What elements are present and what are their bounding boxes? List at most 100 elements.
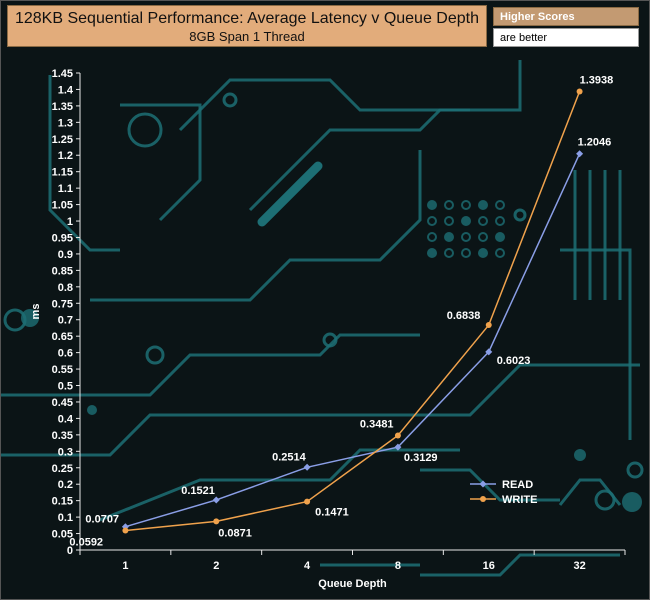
circuit-pad xyxy=(427,232,437,242)
data-point-write xyxy=(213,518,220,525)
x-tick-label: 32 xyxy=(573,560,585,572)
circuit-pad xyxy=(444,216,454,226)
y-axis-title: ms xyxy=(30,304,42,320)
y-tick-label: 1.35 xyxy=(52,101,73,113)
circuit-pad xyxy=(444,232,454,242)
circuit-node xyxy=(574,449,586,461)
data-label-read: 0.2514 xyxy=(272,451,307,463)
y-tick-label: 0.85 xyxy=(52,265,73,277)
x-tick-label: 8 xyxy=(395,560,401,572)
data-point-read xyxy=(576,150,584,158)
circuit-node xyxy=(622,492,642,512)
y-tick-label: 0.15 xyxy=(52,496,73,508)
y-tick-label: 1.25 xyxy=(52,134,73,146)
chart-subtitle: 8GB Span 1 Thread xyxy=(189,29,305,44)
data-label-write: 0.0871 xyxy=(218,527,252,539)
data-labels: 0.0707 0.1521 0.2514 0.3129 0.6023 1.2046 0.05… xyxy=(69,74,613,548)
data-label-read: 0.3129 xyxy=(404,452,438,464)
legend-marker-read xyxy=(479,480,487,488)
y-tick-label: 0.2 xyxy=(58,479,73,491)
y-tick-label: 0.8 xyxy=(58,282,73,294)
series-line-read xyxy=(125,153,581,528)
y-tick-label: 0.3 xyxy=(58,446,73,458)
legend-label-write: WRITE xyxy=(502,494,537,506)
y-tick-label: 0.95 xyxy=(52,232,73,244)
y-tick-label: 0.9 xyxy=(58,249,73,261)
y-tick-label: 1.1 xyxy=(58,183,73,195)
data-label-write: 0.0592 xyxy=(69,537,103,549)
data-point-read xyxy=(303,463,311,471)
y-tick-label: 0.65 xyxy=(52,331,73,343)
circuit-node xyxy=(87,405,97,415)
series-line-write xyxy=(125,91,581,532)
circuit-pad xyxy=(444,248,454,258)
data-point-read xyxy=(485,348,493,356)
circuit-trace xyxy=(420,468,560,502)
circuit-node xyxy=(322,332,338,348)
circuit-trace xyxy=(178,78,470,132)
circuit-pad xyxy=(478,248,488,258)
circuit-pad xyxy=(478,200,488,210)
circuit-pad xyxy=(495,232,505,242)
legend-marker-write xyxy=(480,496,486,502)
data-label-write: 0.1471 xyxy=(315,507,349,519)
y-tick-label: 1.15 xyxy=(52,167,73,179)
chart-title: 128KB Sequential Performance: Average La… xyxy=(14,10,479,27)
x-axis-title: Queue Depth xyxy=(318,578,387,590)
note-are-better: are better xyxy=(493,28,639,47)
circuit-background xyxy=(0,60,644,577)
y-tick-label: 1.3 xyxy=(58,117,73,129)
y-tick-label: 0.1 xyxy=(58,512,73,524)
x-tick-label: 4 xyxy=(304,560,311,572)
circuit-pad xyxy=(478,232,488,242)
circuit-pad xyxy=(427,200,437,210)
data-label-read: 1.2046 xyxy=(578,137,612,149)
y-tick-label: 1.2 xyxy=(58,150,73,162)
circuit-trace xyxy=(248,60,522,212)
data-point-read xyxy=(212,496,220,504)
circuit-pad xyxy=(461,248,471,258)
circuit-pad xyxy=(461,232,471,242)
circuit-node xyxy=(626,461,644,479)
data-point-write xyxy=(394,432,401,439)
y-tick-label: 0.5 xyxy=(58,381,73,393)
y-tick-label: 0.25 xyxy=(52,463,73,475)
circuit-node xyxy=(21,309,39,327)
y-tick-label: 1.4 xyxy=(58,84,74,96)
y-tick-label: 1.45 xyxy=(52,68,73,80)
y-tick-label: 0.7 xyxy=(58,315,73,327)
x-tick-label: 16 xyxy=(483,560,495,572)
y-tick-label: 0.05 xyxy=(52,529,73,541)
y-tick-label: 0.6 xyxy=(58,348,73,360)
circuit-pad xyxy=(495,216,505,226)
x-tick-label: 1 xyxy=(122,560,128,572)
data-point-write xyxy=(122,527,129,534)
y-tick-label: 0.75 xyxy=(52,298,73,310)
circuit-trace xyxy=(48,75,120,252)
circuit-trace xyxy=(90,150,422,302)
circuit-node xyxy=(513,208,527,222)
circuit-pad xyxy=(461,200,471,210)
axes: 0 0.05 0.1 0.15 0.2 0.25 0.3 0.35 0.4 0.45 0.5 0.55… xyxy=(30,68,626,590)
legend-label-read: READ xyxy=(502,479,533,491)
y-tick-label: 1.05 xyxy=(52,200,73,212)
data-label-read: 0.0707 xyxy=(85,514,119,526)
circuit-trace xyxy=(560,248,632,440)
data-label-read: 0.1521 xyxy=(181,485,215,497)
circuit-pad xyxy=(427,216,437,226)
data-point-write xyxy=(485,322,492,329)
circuit-node xyxy=(145,345,165,365)
data-label-read: 0.6023 xyxy=(497,355,531,367)
y-tick-label: 0.4 xyxy=(58,413,74,425)
circuit-pad xyxy=(495,248,505,258)
y-tick-label: 0 xyxy=(67,545,73,557)
circuit-pad xyxy=(495,200,505,210)
circuit-trace xyxy=(257,161,323,227)
y-tick-label: 1 xyxy=(67,216,73,228)
circuit-pad xyxy=(444,200,454,210)
x-tick-label: 2 xyxy=(213,560,219,572)
data-point-write xyxy=(576,88,583,95)
title-banner: 128KB Sequential Performance: Average La… xyxy=(7,5,487,47)
